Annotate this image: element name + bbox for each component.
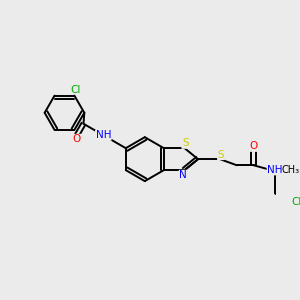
Text: S: S xyxy=(182,138,188,148)
Text: NH: NH xyxy=(267,165,283,175)
Text: N: N xyxy=(179,170,187,180)
Text: Cl: Cl xyxy=(71,85,81,95)
Text: NH: NH xyxy=(96,130,111,140)
Text: CH₃: CH₃ xyxy=(282,165,300,175)
Text: S: S xyxy=(218,150,224,160)
Text: O: O xyxy=(73,134,81,144)
Text: Cl: Cl xyxy=(291,197,300,207)
Text: O: O xyxy=(249,141,258,151)
